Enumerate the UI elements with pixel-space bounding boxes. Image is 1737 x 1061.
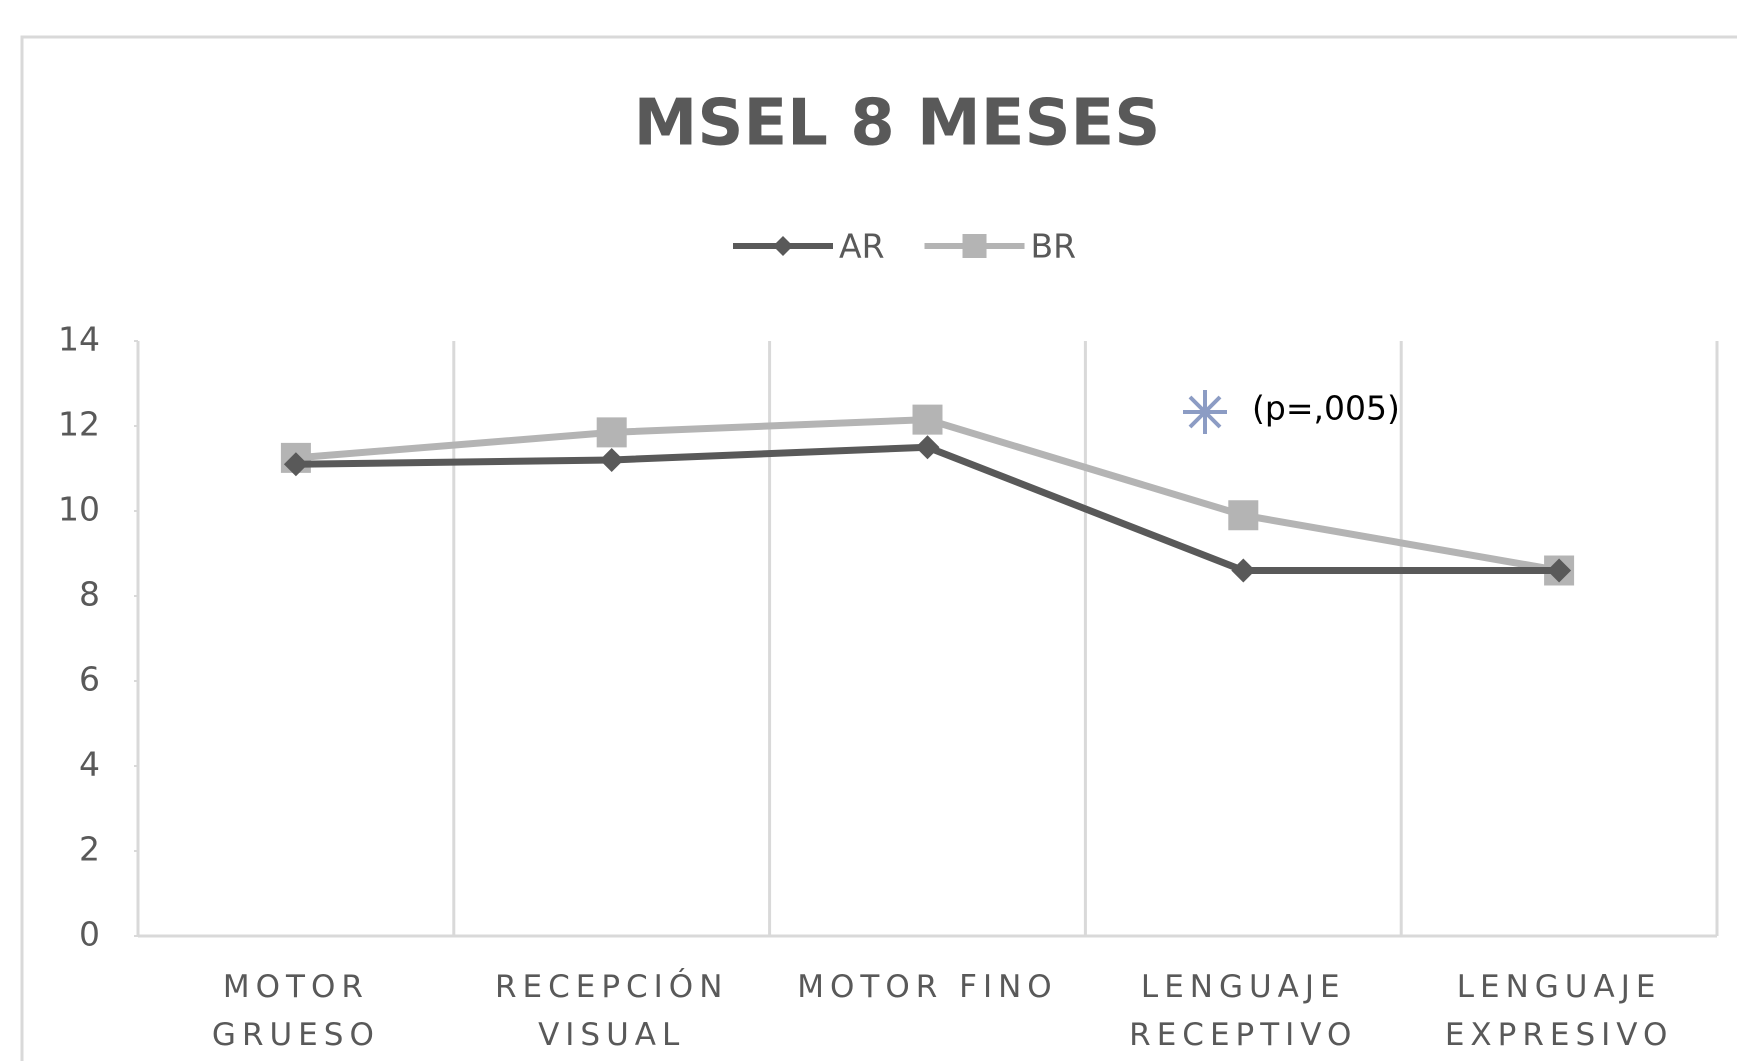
chart-title: MSEL 8 MESES [634,87,1161,161]
marker [1231,558,1256,583]
y-tick-label: 12 [58,405,100,444]
y-tick-label: 0 [79,915,100,954]
marker [915,435,940,460]
y-tick-label: 2 [79,830,100,869]
series-line [295,443,1560,574]
asterisk [1183,390,1227,434]
annotation: (p=,005) [1252,389,1400,428]
x-tick-label: MOTOR GRUESO [211,969,380,1053]
x-tick-label: LENGUAJE RECEPTIVO [1129,969,1358,1053]
marker [912,404,943,435]
marker [599,448,624,472]
x-tick-label: MOTOR FINO [797,969,1058,1005]
chart-border [20,35,1737,1061]
x-tick-label: LENGUAJE EXPRESIVO [1444,969,1674,1053]
y-tick-label: 14 [58,320,100,359]
x-tick-label: RECEPCIÓN VISUAL [494,969,729,1053]
y-tick-label: 4 [79,745,100,784]
legend-marker [962,234,987,258]
legend-label: AR [839,227,885,266]
marker [596,417,627,448]
y-tick-label: 8 [79,575,100,614]
legend-label: BR [1031,227,1077,266]
marker [283,452,308,477]
marker [1547,558,1572,583]
y-tick-label: 10 [58,490,100,529]
legend-marker [773,236,793,256]
marker [1228,500,1259,531]
y-tick-label: 6 [79,660,100,699]
